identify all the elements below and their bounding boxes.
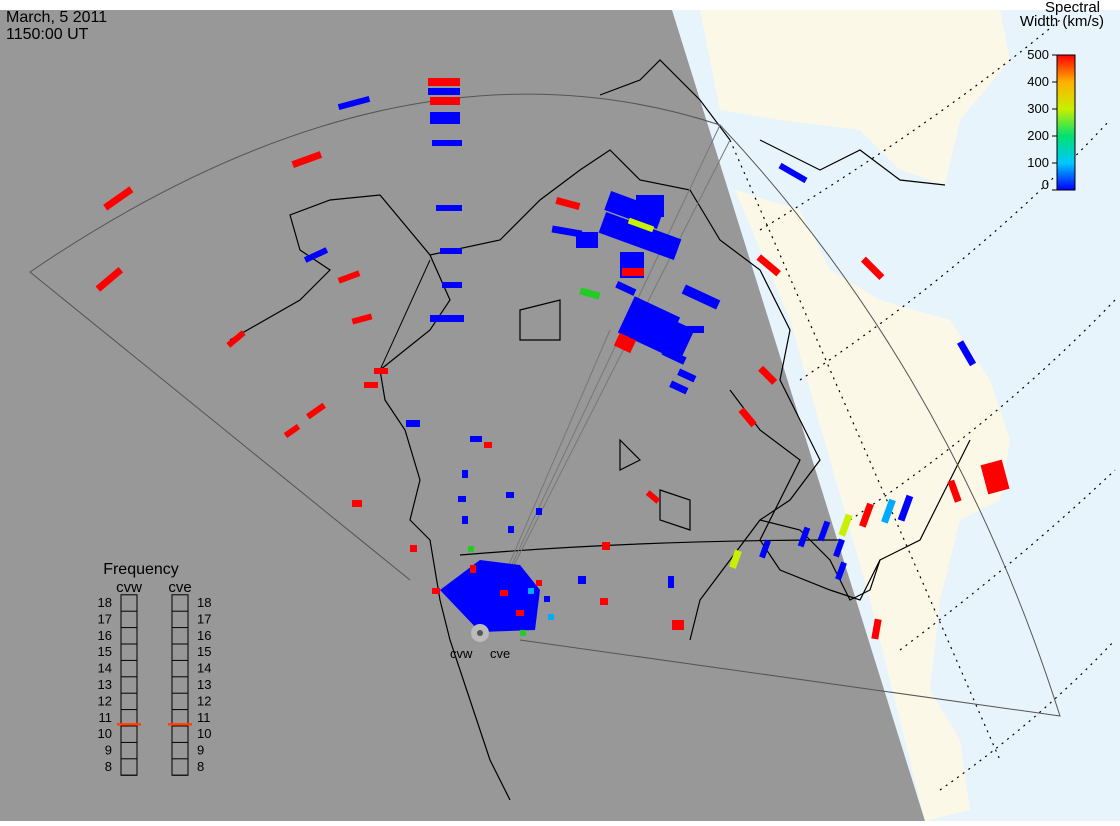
colorbar-tick-label: 0 (1042, 177, 1049, 192)
coastline (729, 389, 971, 601)
colorbar-tick-label: 400 (1027, 74, 1049, 89)
lat-circle (759, 19, 1061, 231)
frequency-tick-label: 17 (197, 611, 211, 626)
colorbar-title: Width (km/s) (1020, 13, 1104, 30)
frequency-radar: cvw (116, 579, 142, 596)
frequency-tick-label: 18 (98, 595, 112, 610)
frequency-tick-label: 14 (98, 661, 112, 676)
colorbar-tick-label: 500 (1027, 47, 1049, 62)
time: 1150:00 UT (6, 26, 89, 43)
colorbar-title: Spectral (1045, 0, 1100, 16)
frequency-tick-label: 13 (197, 677, 211, 692)
lat-circle (849, 299, 1116, 521)
lat-circle (939, 639, 1116, 791)
colorbar-tick-label: 300 (1027, 101, 1049, 116)
lon-line (729, 139, 1001, 761)
frequency-tick-label: 10 (197, 726, 211, 741)
boundary-line (459, 539, 841, 556)
coastline (759, 139, 946, 186)
frequency-title: Frequency (103, 561, 179, 578)
frequency-tick-label: 16 (98, 628, 112, 643)
radar-label: cvw (450, 646, 473, 661)
frequency-tick-label: 12 (98, 693, 112, 708)
scatter-cells (95, 78, 1010, 640)
frequency-tick-label: 9 (105, 743, 112, 758)
lat-circle (899, 469, 1116, 651)
frequency-tick-label: 10 (98, 726, 112, 741)
boundary-line (379, 259, 431, 371)
colorbar-tick-label: 100 (1027, 155, 1049, 170)
coastline (519, 299, 691, 531)
date: March, 5 2011 (6, 9, 107, 26)
radar-label: cve (490, 646, 510, 661)
colorbar-tick-label: 200 (1027, 128, 1049, 143)
frequency-tick-label: 11 (197, 710, 211, 725)
frequency-tick-label: 13 (98, 677, 112, 692)
frequency-tick-label: 12 (197, 693, 211, 708)
coastline (429, 149, 821, 641)
frequency-tick-label: 15 (197, 644, 211, 659)
frequency-tick-label: 16 (197, 628, 211, 643)
frequency-radar: cve (168, 579, 191, 596)
coastline (599, 59, 731, 141)
frequency-tick-label: 17 (98, 611, 112, 626)
frequency-tick-label: 14 (197, 661, 211, 676)
frequency-tick-label: 9 (197, 743, 204, 758)
colorbar (1056, 54, 1076, 191)
frequency-tick-label: 18 (197, 595, 211, 610)
lat-circle (799, 119, 1111, 381)
frequency-tick-label: 11 (99, 710, 113, 725)
radar-site (477, 630, 483, 636)
greenland-land (700, 10, 1010, 185)
frequency-tick-label: 15 (98, 644, 112, 659)
frequency-tick-label: 8 (105, 759, 112, 774)
frequency-tick-label: 8 (197, 759, 204, 774)
